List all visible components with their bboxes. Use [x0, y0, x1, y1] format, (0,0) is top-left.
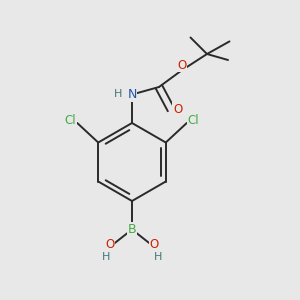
Text: O: O	[150, 238, 159, 251]
Text: O: O	[177, 58, 186, 72]
Text: Cl: Cl	[65, 114, 76, 127]
Text: H: H	[114, 89, 123, 100]
Text: O: O	[105, 238, 114, 251]
Text: H: H	[101, 252, 110, 262]
Text: Cl: Cl	[188, 114, 199, 127]
Text: H: H	[154, 252, 163, 262]
Text: N: N	[127, 88, 137, 101]
Text: O: O	[173, 103, 182, 116]
Text: B: B	[128, 223, 136, 236]
